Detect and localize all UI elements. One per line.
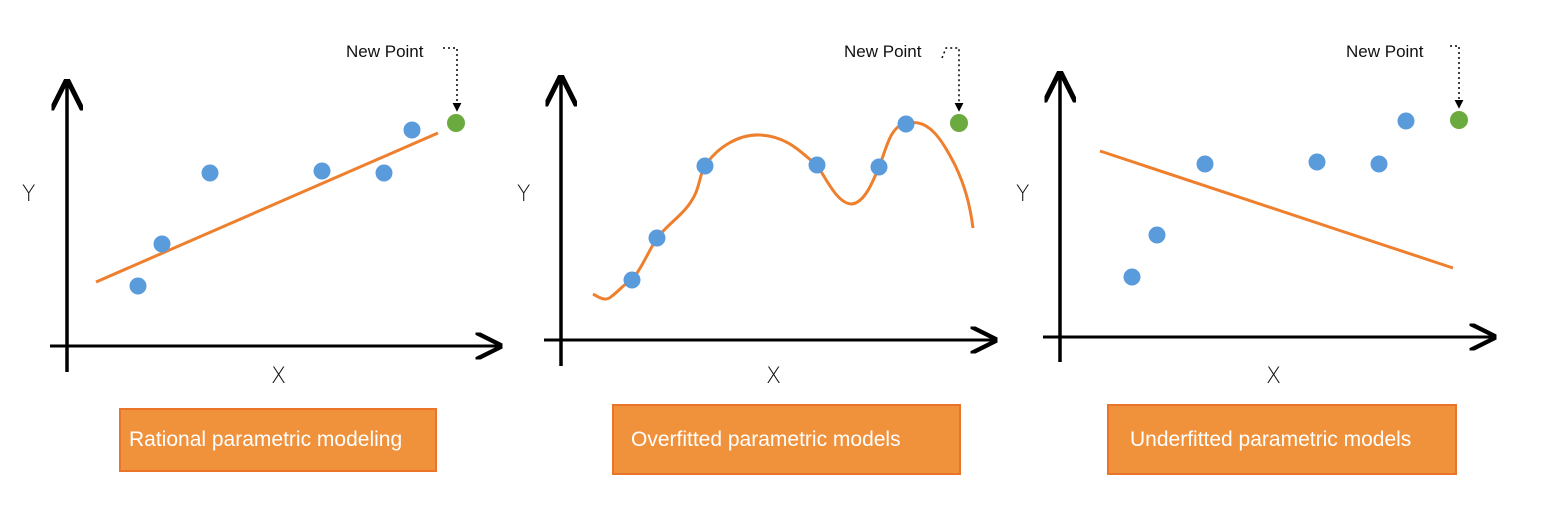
new-point-pointer <box>941 47 964 112</box>
rational-plot <box>50 47 520 372</box>
data-point <box>129 277 147 295</box>
new-point-label: New Point <box>1346 42 1424 61</box>
caption-text: Overfitted parametric models <box>631 427 901 451</box>
data-point <box>1397 112 1415 130</box>
new-point-pointer <box>1450 45 1464 109</box>
data-point <box>313 162 331 180</box>
data-point <box>808 156 826 174</box>
y-axis-label: Y <box>1016 182 1030 207</box>
panel-rational: New Point Y X Rational parametric modeli… <box>0 0 520 511</box>
x-axis-label: X <box>271 364 287 389</box>
caption-text: Underfitted parametric models <box>1130 427 1412 451</box>
new-point-label: New Point <box>844 42 922 61</box>
y-axis-label: Y <box>22 182 36 207</box>
new-point <box>950 114 968 132</box>
new-point-label: New Point <box>346 42 424 61</box>
x-axis-label: X <box>766 364 782 389</box>
new-point-pointer <box>443 47 462 112</box>
caption-underfitted: Underfitted parametric models <box>1107 404 1457 475</box>
new-point <box>1450 111 1468 129</box>
data-point <box>1308 153 1326 171</box>
data-point <box>153 235 171 253</box>
data-point <box>201 164 219 182</box>
data-point <box>403 121 421 139</box>
data-point <box>375 164 393 182</box>
x-axis-label: X <box>1266 364 1282 389</box>
data-point <box>1123 268 1141 286</box>
caption-overfitted: Overfitted parametric models <box>612 404 961 475</box>
data-point <box>1196 155 1214 173</box>
fit-curve <box>592 120 975 301</box>
data-point <box>897 115 915 133</box>
fit-line <box>1099 149 1454 270</box>
new-point <box>447 114 465 132</box>
caption-text: Rational parametric modeling <box>129 428 403 451</box>
data-point <box>1148 226 1166 244</box>
data-point <box>870 158 888 176</box>
data-point <box>648 229 666 247</box>
fit-line <box>95 131 439 284</box>
caption-rational: Rational parametric modeling <box>119 408 437 472</box>
data-point <box>623 271 641 289</box>
data-point <box>696 157 714 175</box>
data-point <box>1370 155 1388 173</box>
